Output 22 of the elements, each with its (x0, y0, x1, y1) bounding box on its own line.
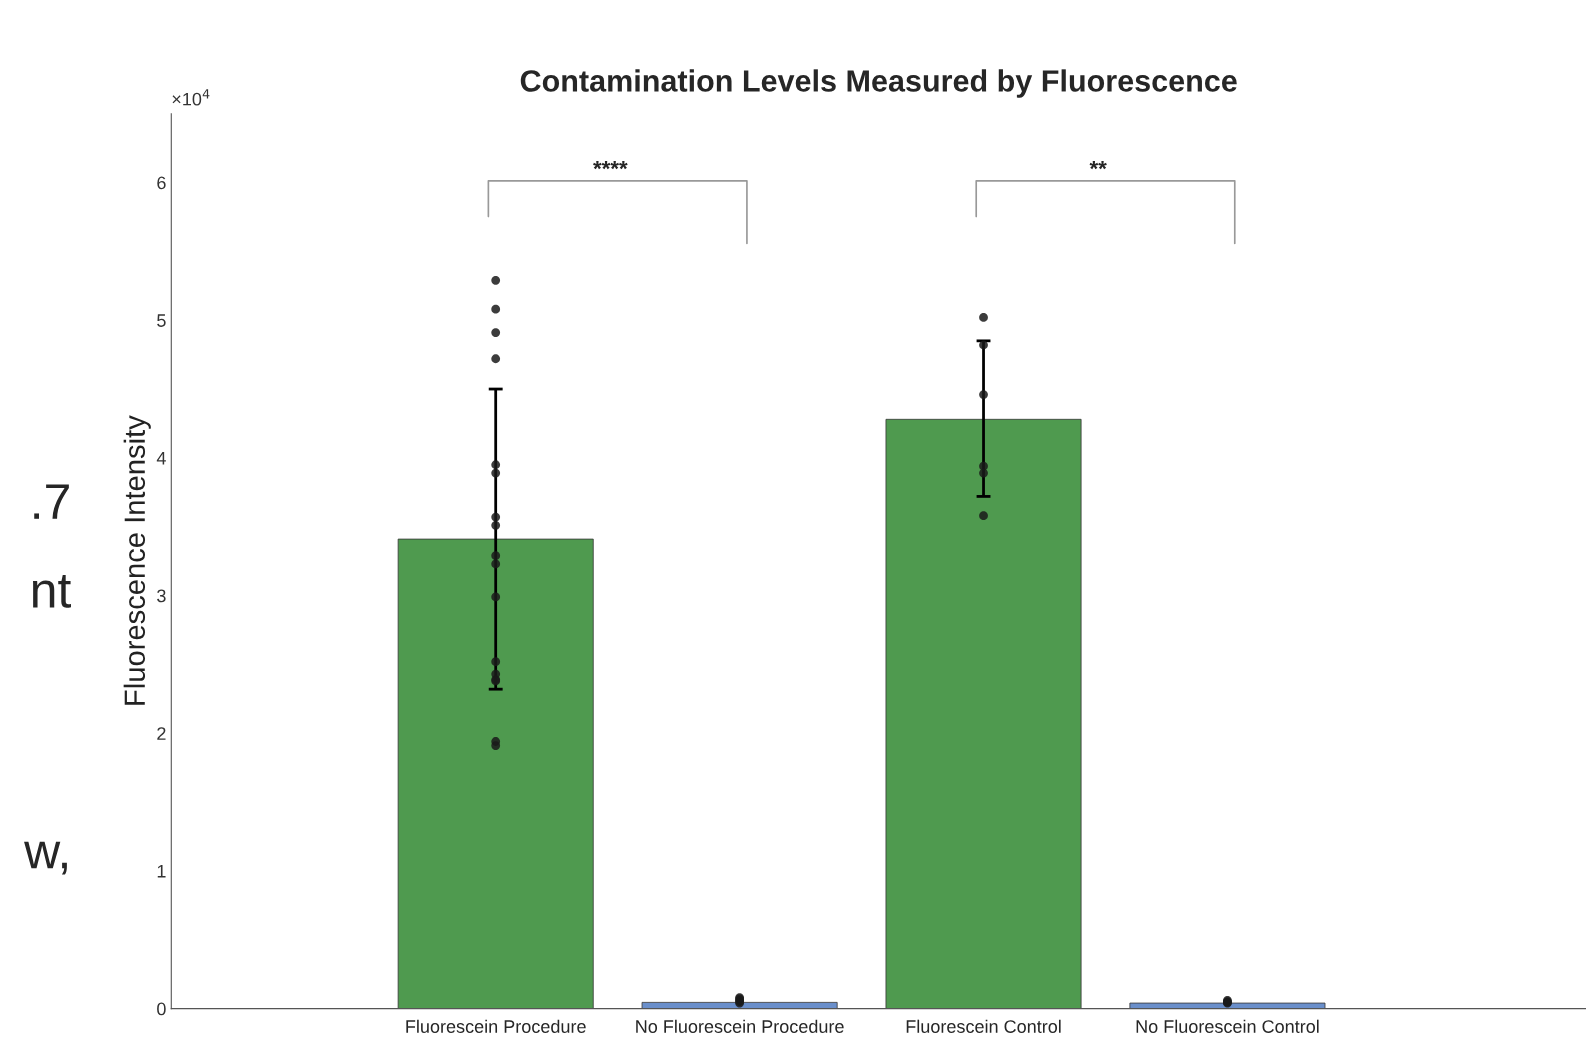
chart-title: Contamination Levels Measured by Fluorescence (520, 69, 1237, 98)
bar (1129, 1002, 1326, 1009)
text: ×10$^{4}$ (172, 89, 210, 106)
text: w, (24, 841, 67, 875)
y-tick-label: 6 (157, 176, 166, 190)
text: .7 (34, 484, 69, 519)
annotation: ** (1089, 160, 1107, 170)
x-tick-label: Fluorescein Procedure (406, 1019, 586, 1033)
y-tick-label: 1 (157, 865, 166, 878)
x-tick-label: Fluorescein Control (906, 1019, 1061, 1033)
bar (885, 418, 1082, 1009)
y-tick-label: 2 (157, 727, 166, 740)
annotation: **** (593, 160, 628, 170)
x-tick-label: No Fluorescein Control (1136, 1019, 1319, 1033)
bar (397, 538, 594, 1009)
y-tick-label: 4 (156, 452, 166, 465)
y-axis-title: Fluorescence Intensity (123, 415, 151, 705)
y-tick-label: 5 (157, 314, 166, 327)
x-tick-label: No Fluorescein Procedure (636, 1019, 844, 1033)
y-tick-label: 3 (157, 589, 166, 603)
y-tick-label: 0 (157, 1002, 166, 1016)
text: nt (32, 575, 72, 608)
